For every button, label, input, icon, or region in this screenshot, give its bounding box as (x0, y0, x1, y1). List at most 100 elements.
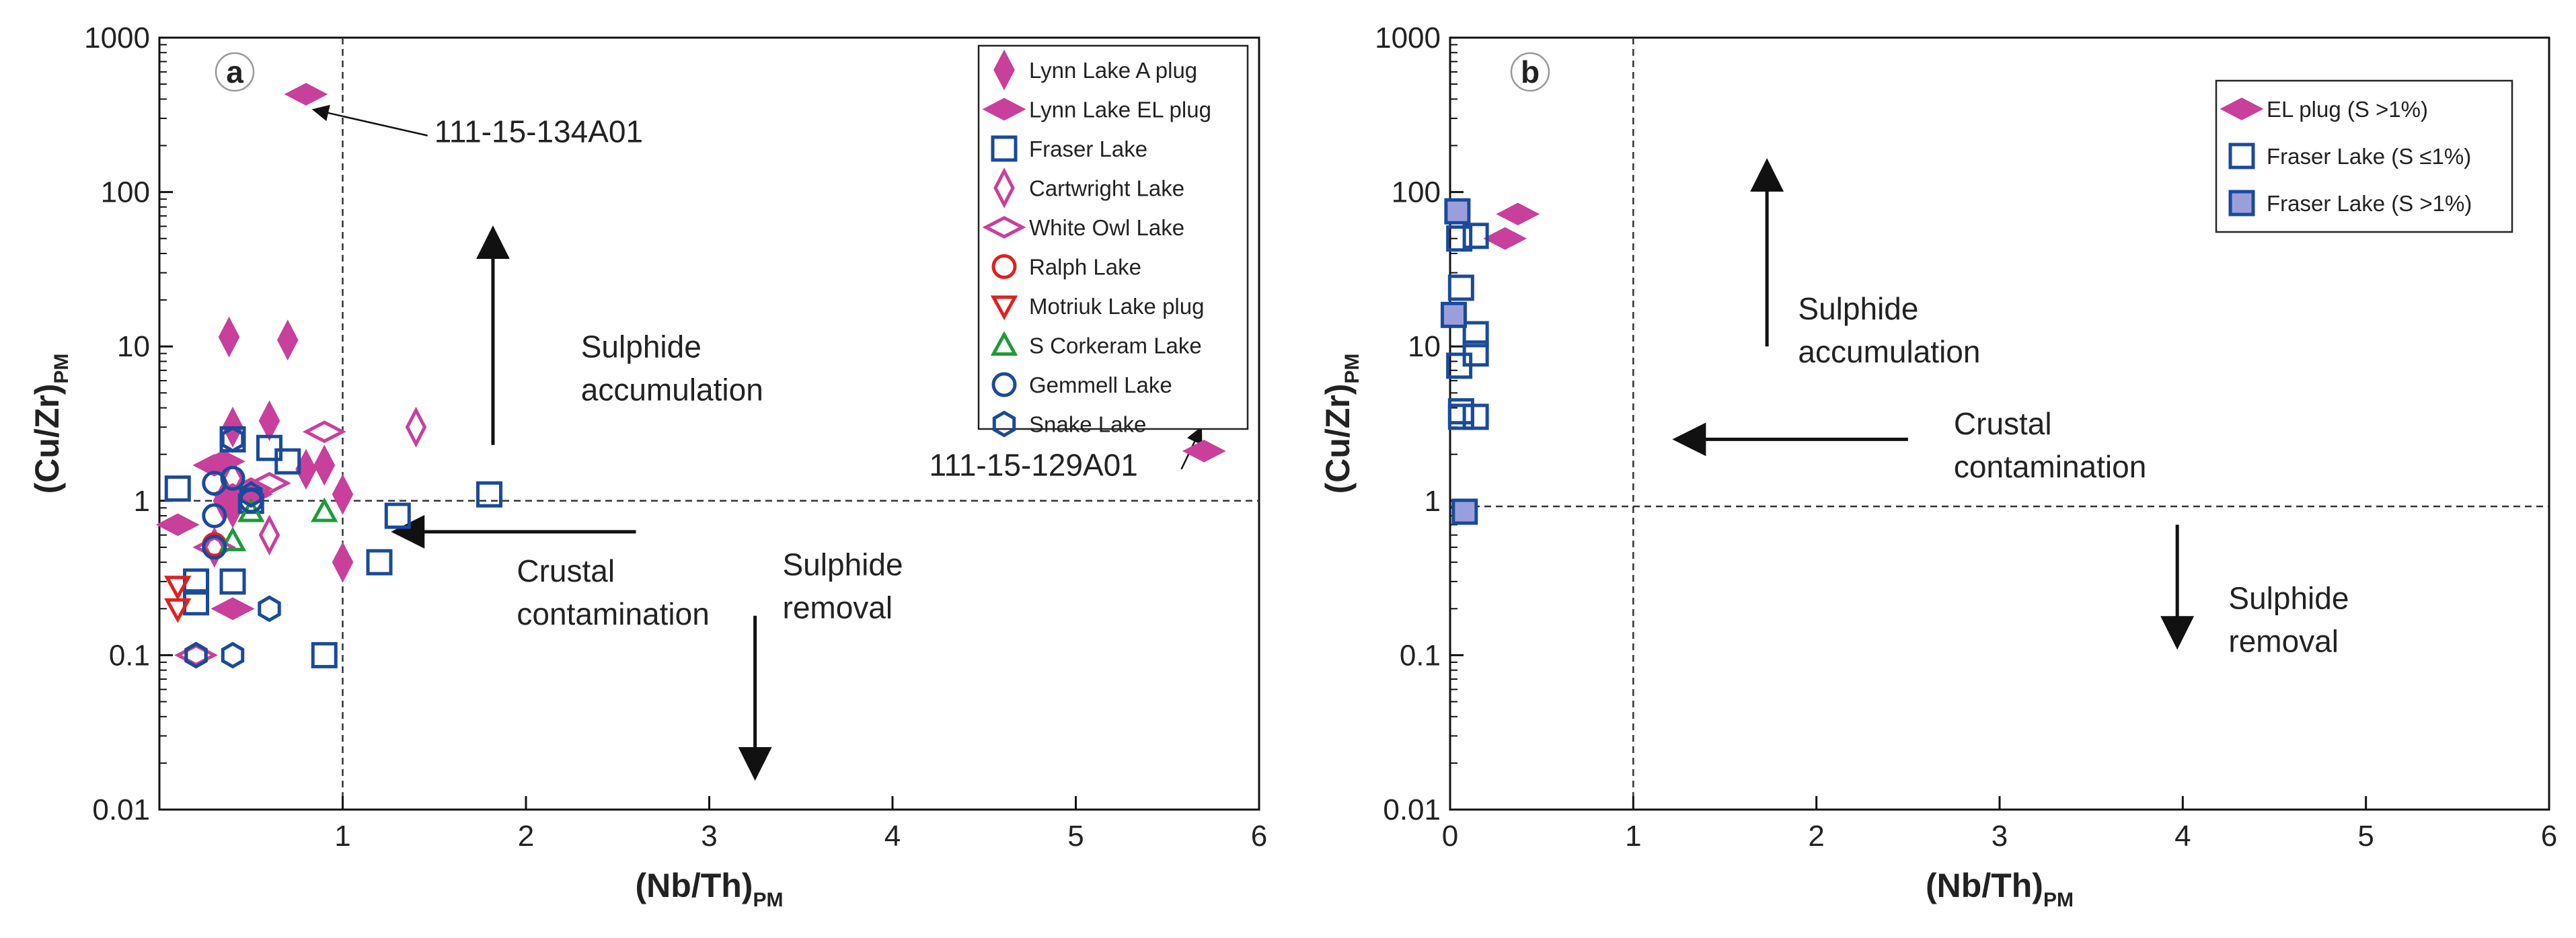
data-point (184, 641, 208, 669)
y-tick-label: 0.1 (109, 639, 150, 672)
y-tick-label: 0.01 (92, 793, 150, 826)
legend-marker (990, 295, 1018, 321)
panel-label-circle (1510, 52, 1550, 92)
data-point (311, 641, 338, 668)
data-point (258, 400, 280, 442)
x-axis-label-subscript: PM (753, 889, 783, 911)
data-point (332, 541, 354, 583)
legend-entry: S Corkeram Lake (1029, 334, 1202, 358)
x-tick-label: 0 (1442, 820, 1458, 853)
legend-entry: Lynn Lake EL plug (1029, 97, 1211, 122)
legend: Lynn Lake A plug Lynn Lake EL plug Fraser … (977, 44, 1249, 438)
data-point (202, 471, 227, 496)
x-axis-label-main: (Nb/Th) (1926, 867, 2043, 904)
y-axis-label-subscript: PM (50, 354, 73, 384)
data-point (1447, 398, 1474, 425)
y-axis-label-main: (Cu/Zr) (1319, 384, 1357, 494)
y-tick-label: 100 (1392, 176, 1441, 209)
data-point (220, 465, 245, 491)
annotation-text: Sulphide (1798, 291, 1918, 326)
data-point (183, 589, 209, 616)
data-point (1447, 403, 1474, 430)
annotation-text: Crustal (1954, 406, 2052, 441)
x-tick-label: 2 (518, 820, 534, 853)
x-tick-label: 5 (1067, 820, 1084, 853)
annotation-label: 111-15-129A01 (930, 448, 1138, 483)
data-point (164, 475, 191, 502)
y-tick-label: 10 (1408, 330, 1441, 363)
data-point (1451, 498, 1478, 525)
data-point (1462, 223, 1489, 249)
data-point (313, 444, 336, 486)
data-point (1462, 321, 1489, 348)
annotation-text: accumulation (581, 372, 763, 407)
data-point (1446, 352, 1473, 379)
legend-marker (992, 410, 1016, 438)
data-point (311, 497, 338, 522)
legend-entry: Motriuk Lake plug (1029, 294, 1204, 319)
legend-entry: Cartwright Lake (1029, 176, 1184, 201)
panel-label-circle (215, 52, 255, 92)
y-tick-label: 100 (101, 176, 150, 209)
data-point (218, 316, 240, 358)
data-point (1444, 198, 1471, 225)
annotation-leader (311, 104, 428, 136)
annotation-text: Sulphide (2228, 580, 2349, 615)
panel-label: a (226, 54, 243, 89)
data-point (202, 503, 227, 529)
legend-marker (991, 254, 1017, 279)
x-tick-label: 2 (1808, 820, 1824, 853)
annotation-text: removal (783, 590, 893, 625)
legend-entry: Lynn Lake A plug (1029, 58, 1197, 83)
data-point (274, 448, 301, 475)
data-point (313, 444, 336, 486)
y-tick-label: 0.01 (1383, 793, 1441, 826)
data-point (211, 597, 255, 621)
legend-marker (990, 331, 1018, 356)
legend-marker (982, 97, 1026, 121)
data-point (476, 481, 502, 508)
data-point (248, 471, 291, 495)
y-tick-label: 1 (1425, 485, 1441, 518)
x-tick-label: 5 (2357, 820, 2374, 853)
data-point (174, 643, 218, 667)
data-point (1496, 202, 1540, 226)
legend-marker (993, 167, 1015, 208)
legend-box (2215, 79, 2513, 233)
data-point (366, 549, 393, 576)
annotation-text: Crustal (517, 553, 615, 588)
annotation-text: contamination (517, 596, 709, 631)
annotation-text: accumulation (1798, 334, 1980, 369)
y-axis-label: (Cu/Zr)PM (1319, 354, 1363, 494)
data-point (284, 83, 328, 106)
data-point (164, 598, 192, 623)
data-point (219, 568, 246, 595)
legend-marker (2228, 190, 2255, 217)
annotation-text: Sulphide (581, 329, 702, 364)
annotation-label: 111-15-134A01 (434, 114, 643, 149)
data-point (1462, 403, 1489, 430)
panel-label: b (1521, 54, 1540, 89)
legend-entry: EL plug (S >1%) (2267, 97, 2428, 122)
x-tick-label: 6 (2541, 820, 2557, 853)
annotation-text: contamination (1954, 449, 2146, 484)
data-point (1446, 225, 1473, 252)
data-point (256, 434, 282, 461)
data-point (222, 457, 243, 499)
data-point (258, 595, 281, 623)
y-axis-label-subscript: PM (1341, 354, 1363, 384)
legend-marker (991, 372, 1017, 397)
y-axis-label-main: (Cu/Zr) (28, 384, 66, 494)
annotation-text: removal (2228, 623, 2339, 658)
legend-marker (2228, 143, 2255, 169)
legend-marker (993, 49, 1015, 91)
x-axis-label: (Nb/Th)PM (636, 867, 784, 911)
legend-marker (991, 135, 1018, 162)
data-point (276, 319, 299, 361)
y-tick-label: 0.1 (1400, 639, 1441, 672)
x-axis-label-subscript: PM (2043, 889, 2074, 911)
legend-entry: Snake Lake (1029, 412, 1146, 437)
y-tick-label: 1000 (1375, 22, 1441, 54)
data-point (164, 576, 192, 600)
